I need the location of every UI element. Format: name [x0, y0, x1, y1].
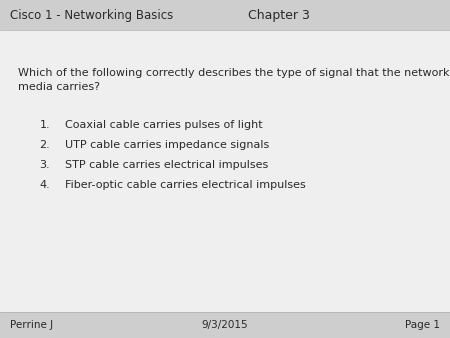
Text: Perrine J: Perrine J — [10, 320, 53, 330]
Text: Page 1: Page 1 — [405, 320, 440, 330]
Text: Cisco 1 - Networking Basics: Cisco 1 - Networking Basics — [10, 8, 173, 22]
Text: 3.: 3. — [40, 160, 50, 170]
Text: 4.: 4. — [39, 180, 50, 190]
Text: STP cable carries electrical impulses: STP cable carries electrical impulses — [65, 160, 268, 170]
Text: media carries?: media carries? — [18, 82, 100, 92]
Text: Which of the following correctly describes the type of signal that the network: Which of the following correctly describ… — [18, 68, 450, 78]
Text: Coaxial cable carries pulses of light: Coaxial cable carries pulses of light — [65, 120, 263, 130]
Text: Fiber-optic cable carries electrical impulses: Fiber-optic cable carries electrical imp… — [65, 180, 306, 190]
Text: 1.: 1. — [40, 120, 50, 130]
Bar — [0, 312, 450, 338]
Text: Chapter 3: Chapter 3 — [248, 8, 310, 22]
Text: 9/3/2015: 9/3/2015 — [202, 320, 248, 330]
Text: UTP cable carries impedance signals: UTP cable carries impedance signals — [65, 140, 269, 150]
Text: 2.: 2. — [39, 140, 50, 150]
Bar — [0, 0, 450, 30]
